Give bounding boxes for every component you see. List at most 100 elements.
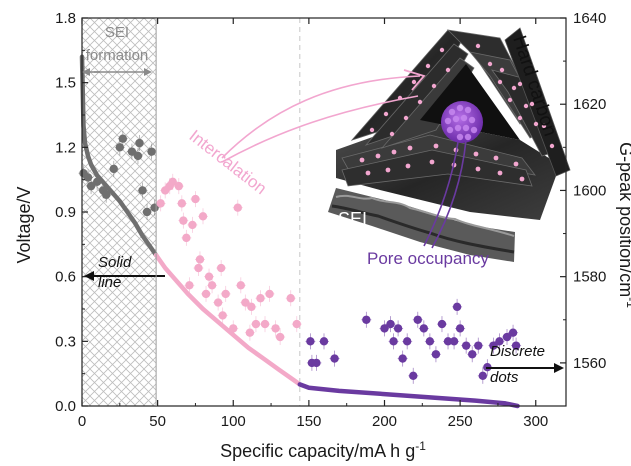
sei-formation-label: SEI xyxy=(105,24,129,41)
g-peak-point-sei xyxy=(150,203,159,212)
g-peak-point-pore xyxy=(508,328,518,337)
g-peak-point-intercalation xyxy=(179,216,188,225)
g-peak-point-pore xyxy=(425,337,435,346)
g-peak-point-pore xyxy=(402,337,412,346)
g-peak-point-sei xyxy=(133,151,143,161)
g-peak-point-sei xyxy=(118,134,128,143)
g-peak-point-pore xyxy=(461,341,471,350)
g-peak-point-intercalation xyxy=(251,319,261,329)
x-axis: 0 50 100 150 200 250 300 xyxy=(78,18,548,430)
g-peak-point-sei xyxy=(115,143,125,152)
g-peak-point-intercalation xyxy=(191,194,200,204)
g-peak-point-intercalation xyxy=(233,203,242,212)
x-tick-label: 150 xyxy=(296,413,321,430)
y-left-tick-label: 0.0 xyxy=(55,398,76,415)
g-peak-point-intercalation xyxy=(275,332,285,342)
g-peak-point-pore xyxy=(330,354,339,363)
g-peak-point-pore xyxy=(437,319,447,329)
y-axis-left-title: Voltage/V xyxy=(14,186,34,263)
g-peak-point-intercalation xyxy=(207,281,217,290)
x-tick-label: 100 xyxy=(221,413,246,430)
y-left-tick-label: 0.9 xyxy=(55,204,76,221)
g-peak-point-intercalation xyxy=(198,212,208,221)
g-peak-point-pore xyxy=(452,302,462,312)
g-peak-point-intercalation xyxy=(201,289,211,299)
g-peak-point-pore xyxy=(489,341,498,350)
g-peak-point-intercalation xyxy=(188,220,197,230)
g-peak-point-pore xyxy=(409,371,418,381)
g-peak-point-pore xyxy=(393,324,403,333)
sei-formation-label: formation xyxy=(86,47,149,64)
g-peak-point-intercalation xyxy=(271,324,280,333)
g-peak-point-intercalation xyxy=(177,199,187,208)
g-peak-point-pore xyxy=(443,337,453,346)
y-right-tick-label: 1560 xyxy=(573,355,606,372)
intercalation-pointer-line xyxy=(221,95,419,163)
g-peak-point-intercalation xyxy=(204,272,214,281)
g-peak-point-pore xyxy=(431,350,441,359)
g-peak-point-sei xyxy=(86,181,96,191)
g-peak-point-intercalation xyxy=(213,298,223,307)
g-peak-point-intercalation xyxy=(194,263,203,273)
g-peak-point-pore xyxy=(413,315,422,324)
g-peak-point-intercalation xyxy=(156,199,165,208)
g-peak-point-intercalation xyxy=(174,181,183,191)
g-peak-point-intercalation xyxy=(185,281,194,290)
y-right-tick-label: 1620 xyxy=(573,96,606,113)
g-peak-point-sei xyxy=(92,177,102,187)
x-tick-label: 0 xyxy=(78,413,86,430)
sei-illustration-label: SEI xyxy=(338,209,367,229)
g-peak-point-pore xyxy=(398,354,407,363)
y-right-tick-label: 1640 xyxy=(573,10,606,27)
g-peak-point-sei xyxy=(147,147,156,156)
g-peak-point-intercalation xyxy=(229,324,238,333)
intercalation-pointer-line xyxy=(221,75,421,159)
g-peak-point-intercalation xyxy=(221,289,230,299)
pore-occupancy-label: Pore occupancy xyxy=(367,249,489,268)
g-peak-point-intercalation xyxy=(256,294,265,303)
g-peak-point-sei xyxy=(135,138,144,148)
g-peak-point-pore xyxy=(306,337,315,346)
g-peak-point-sei xyxy=(83,173,93,182)
g-peak-point-sei xyxy=(127,147,137,156)
intercalation-label: Intercalation xyxy=(186,126,271,198)
voltage-curve-pore xyxy=(297,382,520,409)
g-peak-point-pore xyxy=(386,319,395,329)
pore-pointer-line xyxy=(423,141,459,247)
voltage-curve xyxy=(79,54,520,409)
y-left-tick-label: 1.8 xyxy=(55,10,76,27)
g-peak-point-sei xyxy=(142,207,152,217)
y-axis-right-title: G-peak position/cm-1 xyxy=(616,142,631,308)
discrete-dots-label: dots xyxy=(490,369,519,386)
g-peak-point-pore xyxy=(362,315,371,324)
discrete-dots-label: Discrete xyxy=(490,343,545,360)
y-left-tick-label: 1.5 xyxy=(55,75,76,92)
y-left-tick-label: 0.6 xyxy=(55,269,76,286)
g-peak-point-intercalation xyxy=(286,294,295,303)
hard-carbon-illustration xyxy=(328,27,571,262)
g-peak-point-intercalation xyxy=(260,319,270,329)
g-peak-point-intercalation xyxy=(236,281,246,290)
y-axis-right: 1560 1580 1600 1620 1640 xyxy=(560,10,606,407)
g-peak-point-pore xyxy=(449,337,459,346)
g-peak-point-intercalation xyxy=(168,177,177,187)
g-peak-point-pore xyxy=(319,337,329,346)
g-peak-point-pore xyxy=(474,341,483,350)
g-peak-point-sei xyxy=(109,164,118,174)
intercalation-arrowhead xyxy=(403,69,426,91)
g-peak-dots xyxy=(78,130,522,384)
g-peak-point-intercalation xyxy=(216,263,226,273)
voltage-curve-intercalation xyxy=(153,252,303,387)
x-tick-label: 250 xyxy=(448,413,473,430)
solid-line-label: line xyxy=(98,274,121,291)
g-peak-point-intercalation xyxy=(292,319,301,329)
g-peak-point-intercalation xyxy=(247,302,256,312)
g-peak-point-pore xyxy=(455,324,465,333)
g-peak-point-pore xyxy=(478,371,488,381)
x-tick-label: 50 xyxy=(149,413,166,430)
g-peak-point-intercalation xyxy=(182,233,191,243)
g-peak-point-pore xyxy=(419,324,429,333)
g-peak-point-sei xyxy=(102,190,111,199)
x-tick-label: 300 xyxy=(523,413,548,430)
